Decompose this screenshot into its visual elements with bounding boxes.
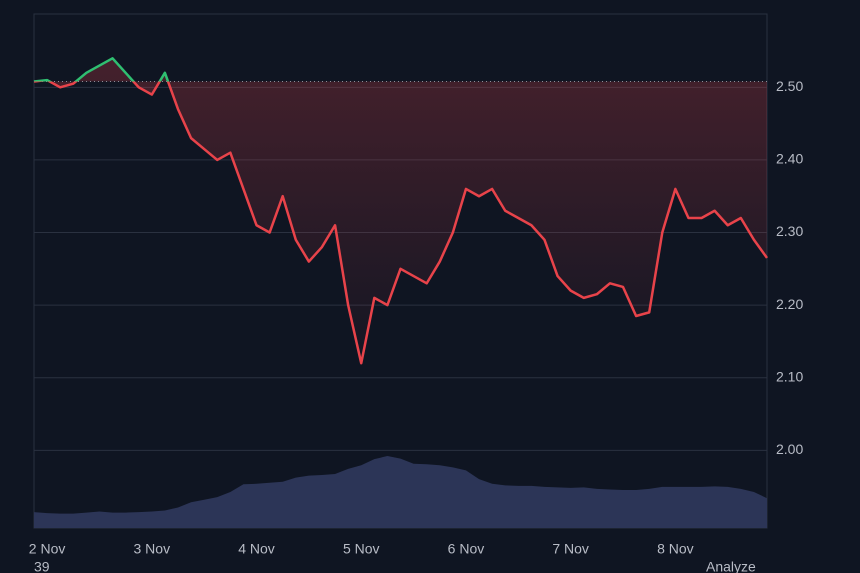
x-tick-label: 8 Nov xyxy=(657,541,694,557)
y-tick-label: 2.10 xyxy=(776,368,803,384)
footer-right: Analyze xyxy=(706,559,756,573)
x-tick-label: 7 Nov xyxy=(552,541,589,557)
y-tick-label: 2.40 xyxy=(776,151,803,167)
y-tick-label: 2.30 xyxy=(776,223,803,239)
area-fill xyxy=(34,58,767,364)
price-line xyxy=(33,57,769,365)
x-tick-label: 6 Nov xyxy=(448,541,485,557)
y-tick-label: 2.50 xyxy=(776,78,803,94)
y-tick-label: 2.00 xyxy=(776,441,803,457)
x-tick-label: 3 Nov xyxy=(134,541,171,557)
x-tick-label: 2 Nov xyxy=(29,541,66,557)
y-tick-label: 2.20 xyxy=(776,296,803,312)
footer-left: 39 xyxy=(34,559,50,573)
volume-area xyxy=(34,456,767,528)
x-tick-label: 4 Nov xyxy=(238,541,275,557)
x-tick-label: 5 Nov xyxy=(343,541,380,557)
